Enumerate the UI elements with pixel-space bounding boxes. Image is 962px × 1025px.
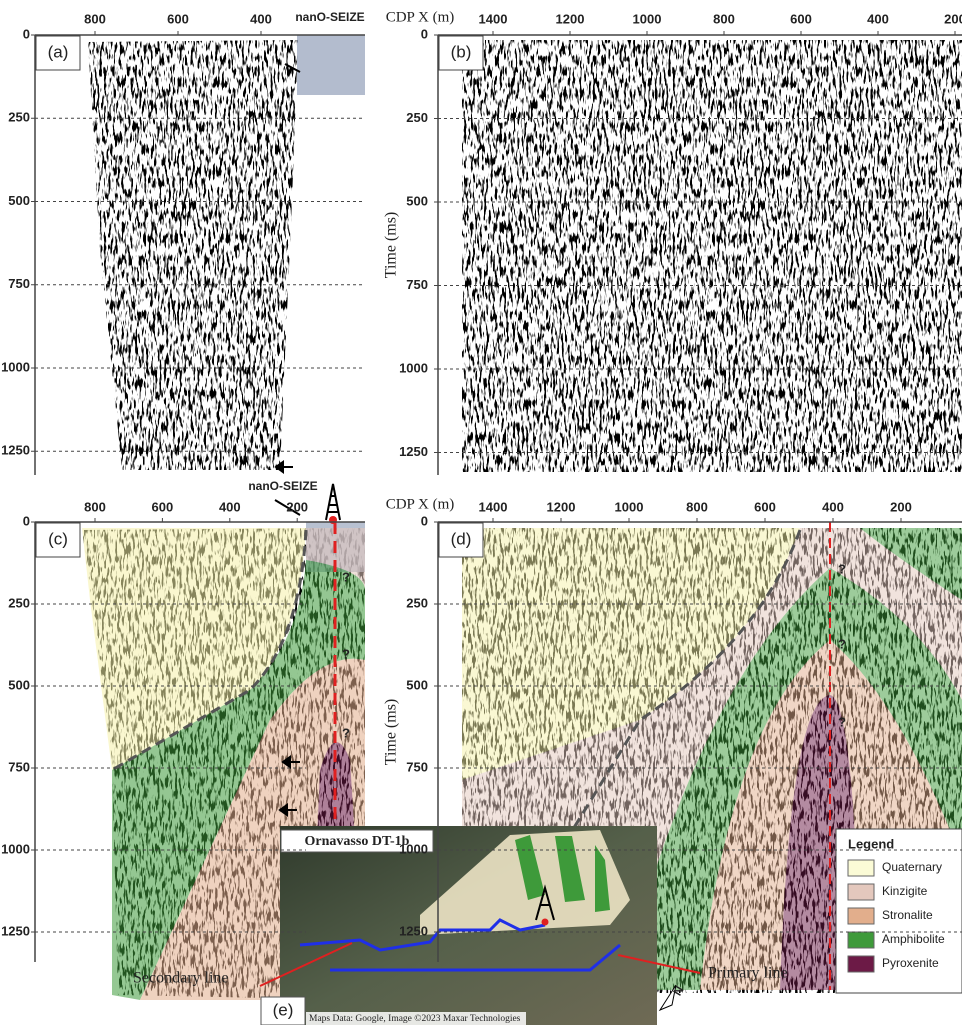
x-tick-label: 1200	[556, 11, 585, 26]
legend-swatch	[847, 907, 875, 925]
panel-label: (a)	[48, 42, 69, 61]
y-tick-label: 1250	[399, 444, 428, 459]
tag-label: nanO-SEIZE	[295, 10, 364, 24]
y-tick-label: 1250	[1, 443, 30, 458]
label-box	[35, 522, 81, 558]
x-axis-title: CDP X (m)	[386, 496, 455, 512]
x-tick-label: 800	[84, 499, 106, 514]
map-title: Ornavasso DT-1b	[305, 834, 410, 849]
arrows	[274, 63, 301, 817]
panel-label: (e)	[273, 1000, 294, 1019]
legend-label: Quaternary	[882, 860, 942, 874]
legend-label: Amphibolite	[882, 932, 945, 946]
line-label: Primary line	[708, 965, 788, 982]
x-tick-label: 1400	[479, 499, 508, 514]
derrick-icon	[325, 483, 341, 524]
legend-swatch	[847, 931, 875, 949]
fault-line	[111, 529, 308, 772]
x-tick-label: 200	[944, 11, 962, 26]
x-tick-label: 600	[790, 11, 812, 26]
x-tick-label: 400	[867, 11, 889, 26]
label-box	[35, 35, 81, 71]
panel-label: (b)	[451, 42, 472, 61]
y-tick-label: 750	[406, 277, 428, 292]
query-mark: ?	[838, 636, 846, 651]
y-axis-title: Time (ms)	[383, 212, 400, 279]
map-credit: Maps Data: Google, Image ©2023 Maxar Tec…	[309, 1013, 521, 1024]
x-tick-label: 1000	[615, 499, 644, 514]
y-tick-label: 250	[406, 110, 428, 125]
legend-swatch	[847, 955, 875, 973]
y-tick-label: 750	[406, 759, 428, 774]
pointer	[617, 954, 701, 974]
tag-label: nanO-SEIZE	[248, 479, 317, 493]
x-tick-label: 600	[152, 499, 174, 514]
y-tick-label: 250	[406, 595, 428, 610]
y-tick-label: 1000	[1, 841, 30, 856]
y-tick-label: 750	[8, 759, 30, 774]
legend-title: Legend	[848, 836, 894, 851]
query-mark: ?	[342, 569, 350, 584]
y-tick-label: 250	[8, 110, 30, 125]
y-tick-label: 1000	[1, 359, 30, 374]
y-tick-label: 500	[406, 193, 428, 208]
y-tick-label: 1250	[1, 923, 30, 938]
line-label: Secondary line	[133, 970, 229, 987]
label-box	[438, 35, 484, 71]
y-tick-label: 250	[8, 595, 30, 610]
y-tick-label: 1000	[399, 841, 428, 856]
label-box	[438, 522, 484, 558]
x-tick-label: 800	[713, 11, 735, 26]
x-tick-label: 400	[219, 499, 241, 514]
nanoseize-box	[297, 35, 365, 95]
x-tick-label: 600	[754, 499, 776, 514]
panel-label: (d)	[451, 529, 472, 548]
query-mark: ?	[838, 561, 846, 576]
panel-label: (c)	[48, 529, 68, 548]
x-tick-label: 400	[822, 499, 844, 514]
pointer	[259, 942, 353, 987]
legend-swatch	[847, 859, 875, 877]
x-tick-label: 600	[167, 11, 189, 26]
x-tick-label: 200	[286, 499, 308, 514]
y-tick-label: 0	[421, 513, 428, 528]
fault-line	[543, 529, 802, 876]
query-mark: ?	[838, 714, 846, 729]
y-tick-label: 1250	[399, 923, 428, 938]
x-tick-label: 1400	[479, 11, 508, 26]
y-tick-label: 0	[23, 513, 30, 528]
x-tick-label: 800	[686, 499, 708, 514]
queries: ? ? ? ? ? ?	[342, 561, 846, 740]
y-tick-label: 1000	[399, 360, 428, 375]
legend-label: Pyroxenite	[882, 956, 939, 970]
y-tick-label: 750	[8, 276, 30, 291]
x-tick-label: 1200	[547, 499, 576, 514]
query-mark: ?	[342, 725, 350, 740]
y-tick-label: 500	[8, 193, 30, 208]
y-axis-title: Time (ms)	[383, 699, 400, 766]
y-tick-label: 500	[8, 677, 30, 692]
y-tick-label: 0	[23, 26, 30, 41]
legend-label: Stronalite	[882, 908, 933, 922]
x-tick-label: 1000	[633, 11, 662, 26]
x-tick-label: 200	[890, 499, 912, 514]
map-inset: Ornavasso DT-1b (e) Maps Data: Google, I…	[260, 826, 687, 1025]
x-tick-label: 800	[84, 11, 106, 26]
legend-swatch	[847, 883, 875, 901]
y-tick-label: 500	[406, 677, 428, 692]
x-tick-label: 400	[250, 11, 272, 26]
y-tick-label: 0	[421, 26, 428, 41]
x-axis-title: CDP X (m)	[386, 9, 455, 25]
query-mark: ?	[342, 646, 350, 661]
legend-label: Kinzigite	[882, 884, 928, 898]
